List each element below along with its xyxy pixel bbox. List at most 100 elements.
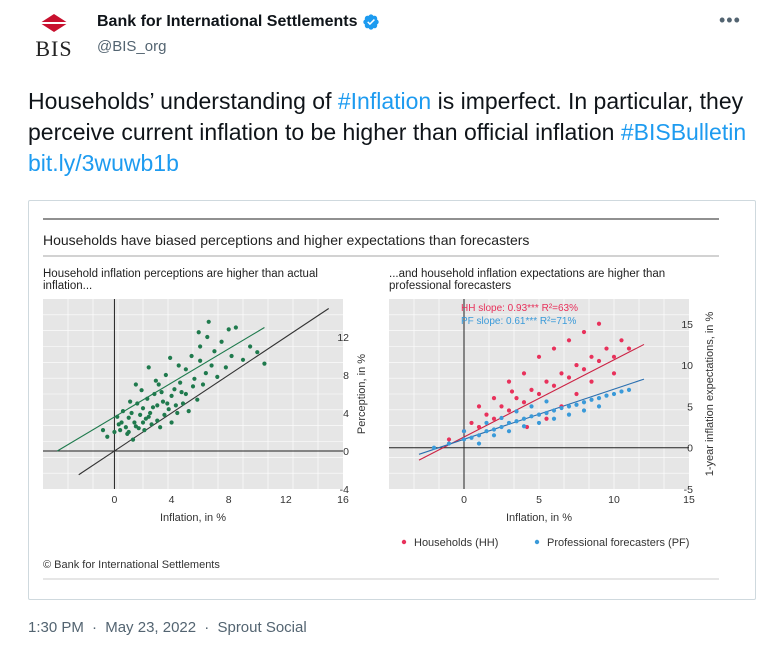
data-point [559, 405, 564, 411]
data-point [611, 354, 617, 359]
data-point [626, 387, 632, 392]
data-point [604, 346, 609, 351]
data-point [229, 353, 234, 359]
data-point [469, 435, 474, 440]
tweet-text-span: is imperfect. In particular, they percei… [28, 88, 744, 145]
data-point [551, 416, 557, 421]
y-tick-label: 0 [343, 446, 349, 458]
display-name[interactable]: Bank for International Settlements [97, 13, 358, 30]
tweet-media[interactable]: Households have biased perceptions and h… [28, 200, 756, 600]
data-point [521, 371, 527, 376]
data-point [536, 391, 542, 397]
bis-diamond-logo-icon [40, 14, 68, 32]
legend-label: Households (HH) [414, 537, 498, 549]
name-row: Bank for International Settlements [97, 13, 380, 31]
url-link[interactable]: bit.ly/3wuwb1b [28, 150, 179, 176]
data-point [529, 387, 534, 392]
separator: · [92, 619, 98, 636]
data-point [233, 325, 238, 330]
legend-marker [534, 539, 540, 545]
data-point [559, 371, 564, 376]
y-tick-label: 10 [681, 360, 693, 372]
x-tick-label: 5 [536, 494, 542, 506]
timestamp[interactable]: 1:30 PM [28, 619, 84, 636]
hashtag-link[interactable]: #Inflation [337, 88, 432, 114]
data-point [461, 429, 467, 434]
data-point [566, 404, 572, 409]
data-point [581, 367, 587, 372]
data-point [100, 428, 106, 433]
data-point [156, 382, 161, 387]
data-point [476, 404, 482, 409]
data-point [506, 408, 512, 413]
data-point [589, 397, 594, 402]
data-point [153, 378, 158, 383]
data-point [129, 410, 134, 416]
data-point [536, 412, 542, 417]
data-point [521, 416, 527, 421]
data-point [152, 391, 157, 397]
data-point [166, 407, 171, 412]
y-tick-label: 0 [687, 443, 693, 455]
data-point [195, 397, 200, 402]
data-point [248, 344, 253, 349]
data-point [133, 382, 138, 387]
data-point [544, 416, 549, 421]
x-axis-label: Inflation, in % [506, 512, 572, 524]
data-point [476, 433, 482, 438]
data-point [544, 379, 549, 384]
chart-perceptions: Household inflation perceptions are high… [43, 268, 368, 524]
data-point [223, 365, 228, 370]
slope-annotation: PF slope: 0.61*** R²=71% [461, 316, 576, 327]
data-point [206, 319, 211, 324]
data-point [619, 338, 624, 343]
data-point [149, 422, 154, 427]
data-point [544, 410, 549, 416]
x-tick-label: 15 [683, 494, 695, 506]
chart-subtitle: ...and household inflation expectations … [389, 268, 665, 292]
data-point [125, 431, 130, 436]
data-point [158, 425, 163, 430]
data-point [506, 420, 512, 426]
data-point [574, 362, 579, 368]
data-point [581, 329, 587, 335]
data-point [212, 349, 217, 354]
data-point [626, 346, 632, 351]
data-point [544, 399, 549, 404]
data-point [112, 429, 117, 435]
more-options-icon[interactable]: ••• [719, 10, 741, 30]
data-point [120, 409, 126, 414]
data-point [148, 410, 153, 416]
avatar[interactable]: BIS [28, 14, 80, 62]
data-point [491, 396, 497, 401]
data-point [551, 383, 557, 388]
reference-line [418, 343, 645, 461]
source[interactable]: Sprout Social [217, 619, 307, 636]
handle[interactable]: @BIS_org [97, 38, 167, 55]
data-point [566, 338, 572, 343]
hashtag-link[interactable]: #BISBulletin [620, 119, 747, 145]
data-point [143, 416, 148, 421]
data-point [128, 399, 133, 404]
x-tick-label: 16 [337, 494, 349, 506]
data-point [536, 354, 542, 359]
data-point [139, 388, 144, 393]
data-point [165, 401, 170, 406]
data-point [209, 363, 214, 368]
data-point [521, 400, 527, 405]
data-point [514, 396, 519, 401]
y-tick-label: 12 [337, 332, 349, 344]
data-point [611, 391, 617, 397]
data-point [198, 344, 203, 349]
x-tick-label: 10 [608, 494, 620, 506]
date[interactable]: May 23, 2022 [105, 619, 197, 636]
data-point [130, 437, 136, 442]
figure-copyright: © Bank for International Settlements [43, 559, 220, 571]
data-point [604, 393, 609, 398]
x-tick-label: 0 [461, 494, 467, 506]
data-point [160, 399, 166, 404]
data-point [198, 358, 203, 363]
data-point [140, 420, 146, 425]
data-point [619, 389, 624, 394]
data-point [162, 412, 167, 417]
